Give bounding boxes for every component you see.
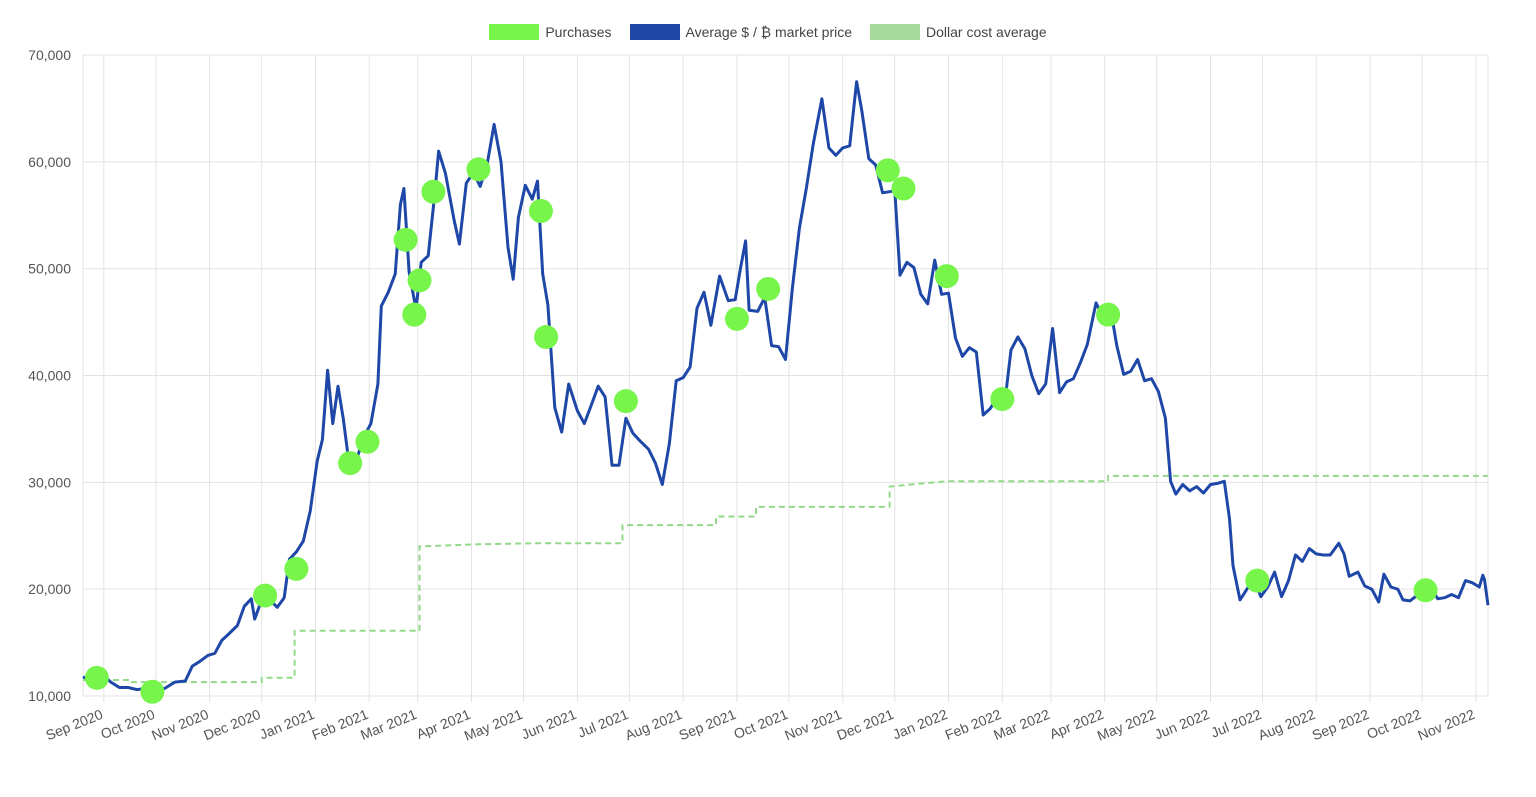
x-tick-label: May 2021 [462, 706, 525, 744]
legend-item-dca[interactable]: Dollar cost average [870, 24, 1047, 40]
x-tick-label: Jun 2022 [1152, 706, 1212, 742]
x-tick-label: Oct 2022 [1365, 706, 1424, 742]
x-tick-label: Aug 2021 [623, 706, 685, 743]
purchase-point [724, 306, 749, 331]
purchase-point [84, 665, 109, 690]
x-tick-label: Sep 2020 [43, 706, 105, 743]
purchase-point [934, 264, 959, 289]
legend-item-price[interactable]: Average $ / ₿ market price [629, 24, 853, 40]
purchase-point [1413, 578, 1438, 603]
legend-label-dca: Dollar cost average [926, 24, 1047, 40]
x-tick-label: May 2022 [1095, 706, 1158, 744]
y-tick-label: 40,000 [28, 368, 71, 384]
series-line-dollar-cost-average [83, 474, 1488, 684]
legend-item-purchases[interactable]: Purchases [489, 24, 612, 40]
purchase-point [891, 176, 916, 201]
purchase-point [140, 679, 165, 704]
legend-swatch-dca [870, 24, 921, 40]
legend-label-purchases: Purchases [545, 24, 612, 40]
y-tick-label: 20,000 [28, 581, 71, 597]
purchase-point [466, 157, 491, 182]
x-tick-label: Sep 2022 [1310, 706, 1372, 743]
y-tick-label: 50,000 [28, 261, 71, 277]
purchase-point [534, 325, 559, 350]
x-tick-label: Mar 2021 [358, 706, 419, 743]
legend: Purchases Average $ / ₿ market price Dol… [0, 24, 1536, 40]
purchase-point [1245, 568, 1270, 593]
x-tick-label: Jan 2022 [890, 706, 950, 742]
y-tick-label: 60,000 [28, 154, 71, 170]
y-tick-label: 70,000 [28, 47, 71, 63]
series-line-market-price [82, 80, 1490, 692]
x-tick-label: Nov 2020 [149, 706, 211, 743]
purchase-point [990, 387, 1015, 412]
x-tick-label: Jul 2022 [1209, 706, 1264, 741]
purchase-point [1096, 302, 1121, 327]
x-tick-label: Jul 2021 [575, 706, 630, 741]
x-tick-label: Jun 2021 [519, 706, 579, 742]
x-tick-label: Jan 2021 [257, 706, 317, 742]
purchase-point [338, 451, 363, 476]
legend-swatch-purchases [489, 24, 540, 40]
x-tick-label: Nov 2022 [1415, 706, 1477, 743]
purchase-point [421, 179, 446, 204]
purchase-point [402, 302, 427, 327]
purchase-point [528, 198, 553, 223]
x-tick-label: Sep 2021 [676, 706, 738, 743]
x-tick-label: Dec 2020 [201, 706, 263, 743]
purchase-point [756, 276, 781, 301]
legend-swatch-price [629, 24, 680, 40]
purchase-point [613, 389, 638, 414]
x-tick-label: Oct 2021 [731, 706, 790, 742]
purchase-point [875, 158, 900, 183]
purchase-point [393, 227, 418, 252]
x-tick-label: Aug 2022 [1256, 706, 1318, 743]
purchase-point [253, 583, 278, 608]
x-tick-label: Dec 2021 [834, 706, 896, 743]
x-tick-label: Oct 2020 [98, 706, 157, 742]
y-tick-label: 30,000 [28, 474, 71, 490]
purchase-point [355, 429, 380, 454]
legend-label-price: Average $ / ₿ market price [685, 24, 853, 40]
x-tick-label: Mar 2022 [991, 706, 1052, 743]
y-tick-label: 10,000 [28, 688, 71, 704]
purchase-point [284, 556, 309, 581]
purchase-point [407, 268, 432, 293]
x-tick-label: Nov 2021 [782, 706, 844, 743]
